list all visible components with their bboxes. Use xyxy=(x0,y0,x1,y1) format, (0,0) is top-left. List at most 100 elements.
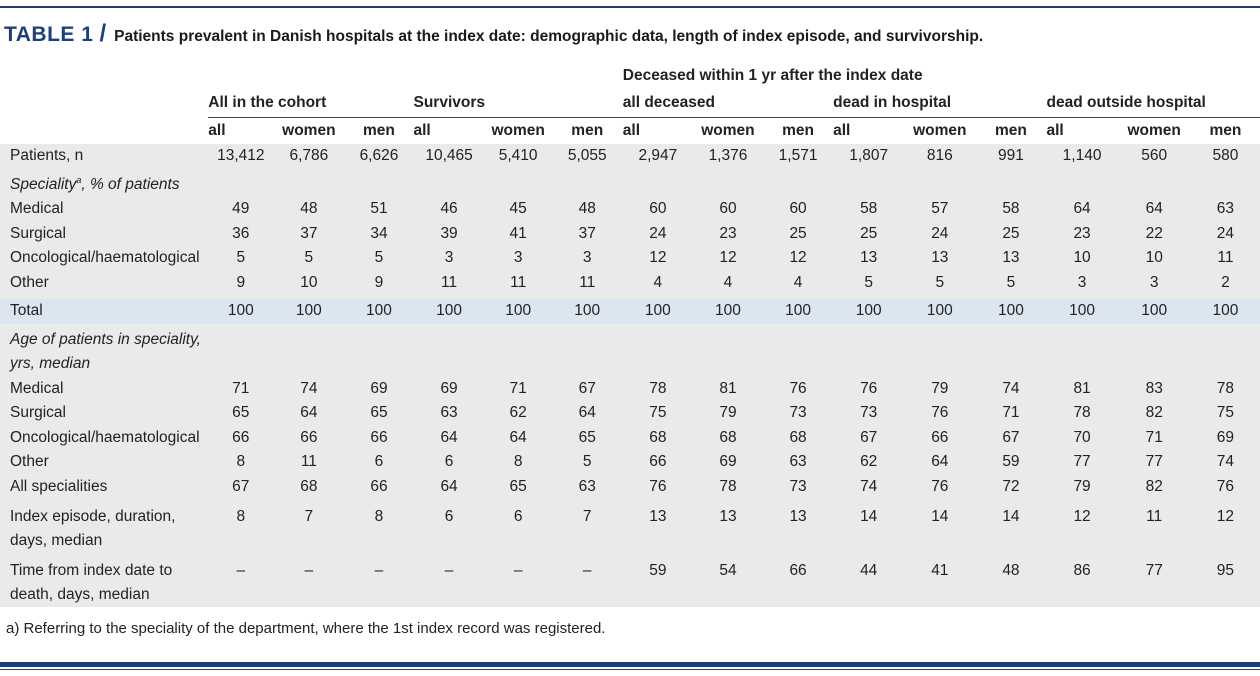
row-label-line2: death, days, median xyxy=(10,586,150,603)
table-cell: 14 xyxy=(975,503,1047,553)
table-cell: 71 xyxy=(208,376,274,401)
table-cell: 74 xyxy=(1190,450,1260,475)
table-cell: 100 xyxy=(344,299,414,324)
table-cell: 77 xyxy=(1117,450,1191,475)
table-cell: 8 xyxy=(484,450,552,475)
speciality-title: Specialitya, % of patients xyxy=(0,172,1260,197)
row-label: Oncological/haematological xyxy=(0,425,209,450)
row-age-title-2: yrs, median xyxy=(0,352,1260,377)
row-spec-onco: Oncological/haematological 5 5 5 3 3 3 12 12 12 1… xyxy=(0,246,1260,271)
row-spec-surgical: Surgical 36 37 34 39 41 37 24 23 25 25 24 25 23 22 24 xyxy=(0,221,1260,246)
table-cell: – xyxy=(273,557,345,607)
table-cell: 82 xyxy=(1117,401,1191,426)
table-cell: 66 xyxy=(344,425,414,450)
table-cell: 1,376 xyxy=(692,144,764,169)
table-cell: 48 xyxy=(273,197,345,222)
table-cell: 991 xyxy=(975,144,1047,169)
row-age-medical: Medical 71 74 69 69 71 67 78 81 76 76 79 74 81 83 78 xyxy=(0,376,1260,401)
table-cell: 48 xyxy=(551,197,623,222)
table-cell: 7 xyxy=(273,503,345,553)
table-caption: TABLE 1 / Patients prevalent in Danish h… xyxy=(4,20,983,47)
table-cell: 100 xyxy=(692,299,764,324)
title-slash: / xyxy=(99,20,107,47)
data-table: Deceased within 1 yr after the index dat… xyxy=(0,63,1260,607)
subheader-all: all xyxy=(208,122,226,139)
table-cell: 68 xyxy=(622,425,693,450)
table-cell: 5 xyxy=(208,246,274,271)
table-cell: 63 xyxy=(551,474,623,499)
table-cell: 78 xyxy=(1046,401,1118,426)
table-cell: 79 xyxy=(1046,474,1118,499)
subheader-women: women xyxy=(913,122,967,139)
table-cell: – xyxy=(208,557,274,607)
row-label: Surgical xyxy=(0,401,209,426)
row-label: Medical xyxy=(0,376,209,401)
row-total: Total 100 100 100 100 100 100 100 100 100 100 100 1… xyxy=(0,299,1260,324)
table-cell: – xyxy=(484,557,552,607)
table-cell: 66 xyxy=(622,450,693,475)
table-cell: 69 xyxy=(692,450,764,475)
row-label: Surgical xyxy=(0,221,209,246)
table-cell: 13,412 xyxy=(208,144,274,169)
group-survivors: Survivors xyxy=(413,89,623,118)
table-cell: 100 xyxy=(622,299,693,324)
subheader-men: men xyxy=(995,122,1027,139)
table-cell: 75 xyxy=(1190,401,1260,426)
table-cell: 66 xyxy=(208,425,274,450)
subheader-women: women xyxy=(1127,122,1181,139)
table-cell: 2 xyxy=(1190,270,1260,295)
table-cell: 76 xyxy=(904,401,976,426)
table-number: TABLE 1 xyxy=(4,23,94,46)
row-label: Time from index date to death, days, medi… xyxy=(0,557,209,607)
table-cell: 12 xyxy=(763,246,834,271)
row-time-to-death: Time from index date to death, days, medi… xyxy=(0,557,1260,607)
table-cell: 14 xyxy=(904,503,976,553)
row-spec-medical: Medical 49 48 51 46 45 48 60 60 60 58 57 58 64 64 63 xyxy=(0,197,1260,222)
table-cell: 9 xyxy=(208,270,274,295)
table-cell: 78 xyxy=(1190,376,1260,401)
table-cell: 78 xyxy=(692,474,764,499)
table-cell: 13 xyxy=(622,503,693,553)
subheader-men: men xyxy=(782,122,814,139)
table-cell: 64 xyxy=(904,450,976,475)
table-cell: 69 xyxy=(1190,425,1260,450)
table-cell: 60 xyxy=(622,197,693,222)
row-label: Total xyxy=(0,299,209,324)
row-age-title-1: Age of patients in speciality, xyxy=(0,327,1260,352)
table-cell: 24 xyxy=(1190,221,1260,246)
row-label: Other xyxy=(0,450,209,475)
table-cell: 12 xyxy=(1190,503,1260,553)
row-label-line2: days, median xyxy=(10,532,103,549)
table-cell: 67 xyxy=(975,425,1047,450)
table-cell: 66 xyxy=(904,425,976,450)
table-cell: 11 xyxy=(551,270,623,295)
table-cell: – xyxy=(551,557,623,607)
table-cell: 76 xyxy=(1190,474,1260,499)
row-label-line1: Index episode, duration, xyxy=(10,508,176,525)
table-cell: 3 xyxy=(551,246,623,271)
table-cell: 48 xyxy=(975,557,1047,607)
table-cell: 78 xyxy=(622,376,693,401)
subheader-men: men xyxy=(1209,122,1242,139)
table-cell: 12 xyxy=(1046,503,1118,553)
table-cell: 66 xyxy=(344,474,414,499)
table-cell: 6,626 xyxy=(344,144,414,169)
speciality-unit: , % of patients xyxy=(81,175,180,193)
table-cell: 74 xyxy=(273,376,345,401)
table-cell: 73 xyxy=(833,401,905,426)
table-cell: 69 xyxy=(344,376,414,401)
table-cell: 23 xyxy=(1046,221,1118,246)
table-cell: 41 xyxy=(904,557,976,607)
subheader-men: men xyxy=(363,122,395,139)
row-label: Other xyxy=(0,270,209,295)
table-cell: 63 xyxy=(763,450,834,475)
table-cell: 8 xyxy=(344,503,414,553)
subheader-all: all xyxy=(833,122,851,139)
table-cell: 63 xyxy=(1190,197,1260,222)
table-cell: 63 xyxy=(413,401,485,426)
table-cell: 6 xyxy=(484,503,552,553)
row-age-all: All specialities 67 68 66 64 65 63 76 78 73 74 76 7… xyxy=(0,474,1260,499)
table-cell: 100 xyxy=(273,299,345,324)
table-cell: 77 xyxy=(1046,450,1118,475)
table-cell: 6 xyxy=(413,450,485,475)
